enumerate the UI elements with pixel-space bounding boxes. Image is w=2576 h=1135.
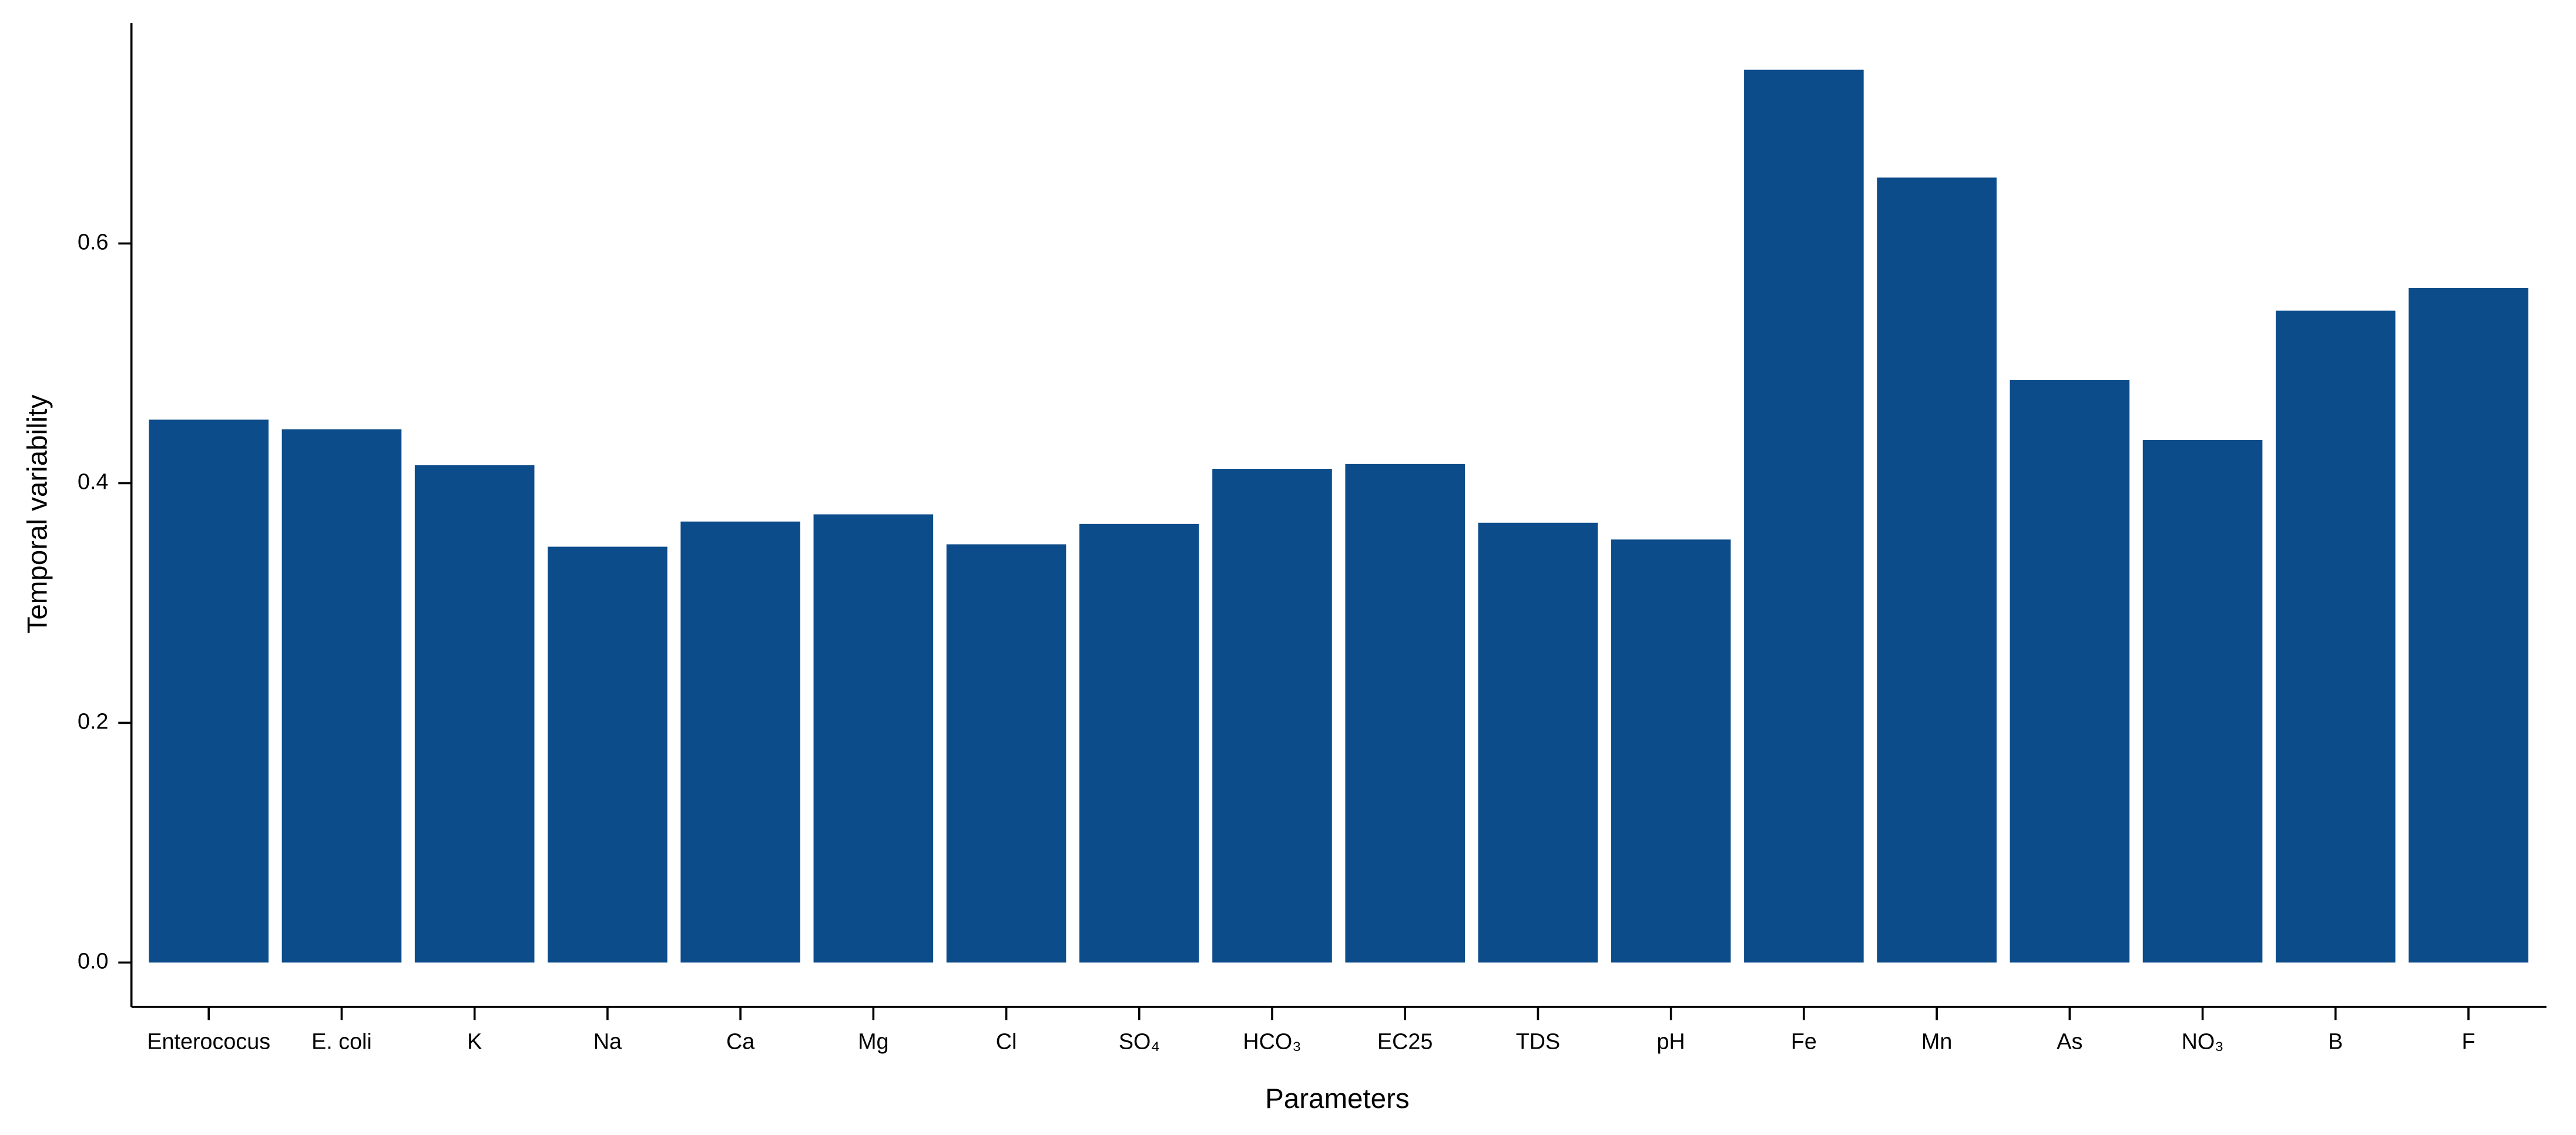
x-tick-label: Ca: [726, 1029, 754, 1053]
x-tick-label: E. coli: [311, 1029, 372, 1053]
bar: [680, 521, 800, 963]
bar: [1478, 522, 1598, 963]
x-tick-label: TDS: [1516, 1029, 1560, 1053]
bar: [1345, 464, 1465, 963]
y-axis-label: Temporal variability: [22, 395, 53, 634]
x-tick-label: NO₃: [2182, 1029, 2224, 1053]
x-tick-label: Fe: [1791, 1029, 1817, 1053]
y-tick-label: 0.4: [78, 469, 108, 493]
y-tick-label: 0.6: [78, 229, 108, 254]
bar: [2010, 380, 2130, 963]
bar: [2409, 287, 2528, 963]
y-tick-label: 0.0: [78, 948, 108, 973]
x-tick-label: B: [2328, 1029, 2343, 1053]
bar: [414, 465, 535, 963]
bar: [2142, 440, 2263, 963]
bar: [548, 546, 668, 963]
bar: [1877, 177, 1997, 963]
x-tick-label: K: [467, 1029, 482, 1053]
bar: [1611, 539, 1731, 963]
y-tick-label: 0.2: [78, 708, 108, 733]
x-axis-label: Parameters: [1265, 1083, 1410, 1114]
bar: [946, 544, 1066, 963]
x-tick-label: Mn: [1921, 1029, 1952, 1053]
x-tick-label: HCO₃: [1243, 1029, 1301, 1053]
x-tick-label: Cl: [996, 1029, 1017, 1053]
bar: [1079, 523, 1199, 963]
bar: [1212, 468, 1332, 963]
bar: [2275, 310, 2396, 963]
x-tick-label: Mg: [858, 1029, 888, 1053]
bar: [281, 429, 402, 963]
x-tick-label: EC25: [1377, 1029, 1433, 1053]
x-tick-label: Enterococus: [147, 1029, 270, 1053]
bar: [813, 514, 934, 963]
x-tick-label: Na: [593, 1029, 622, 1053]
x-tick-label: pH: [1657, 1029, 1685, 1053]
x-tick-label: F: [2461, 1029, 2475, 1053]
x-tick-label: As: [2057, 1029, 2082, 1053]
bar: [149, 419, 269, 963]
bar: [1744, 69, 1864, 963]
x-tick-label: SO₄: [1119, 1029, 1160, 1053]
